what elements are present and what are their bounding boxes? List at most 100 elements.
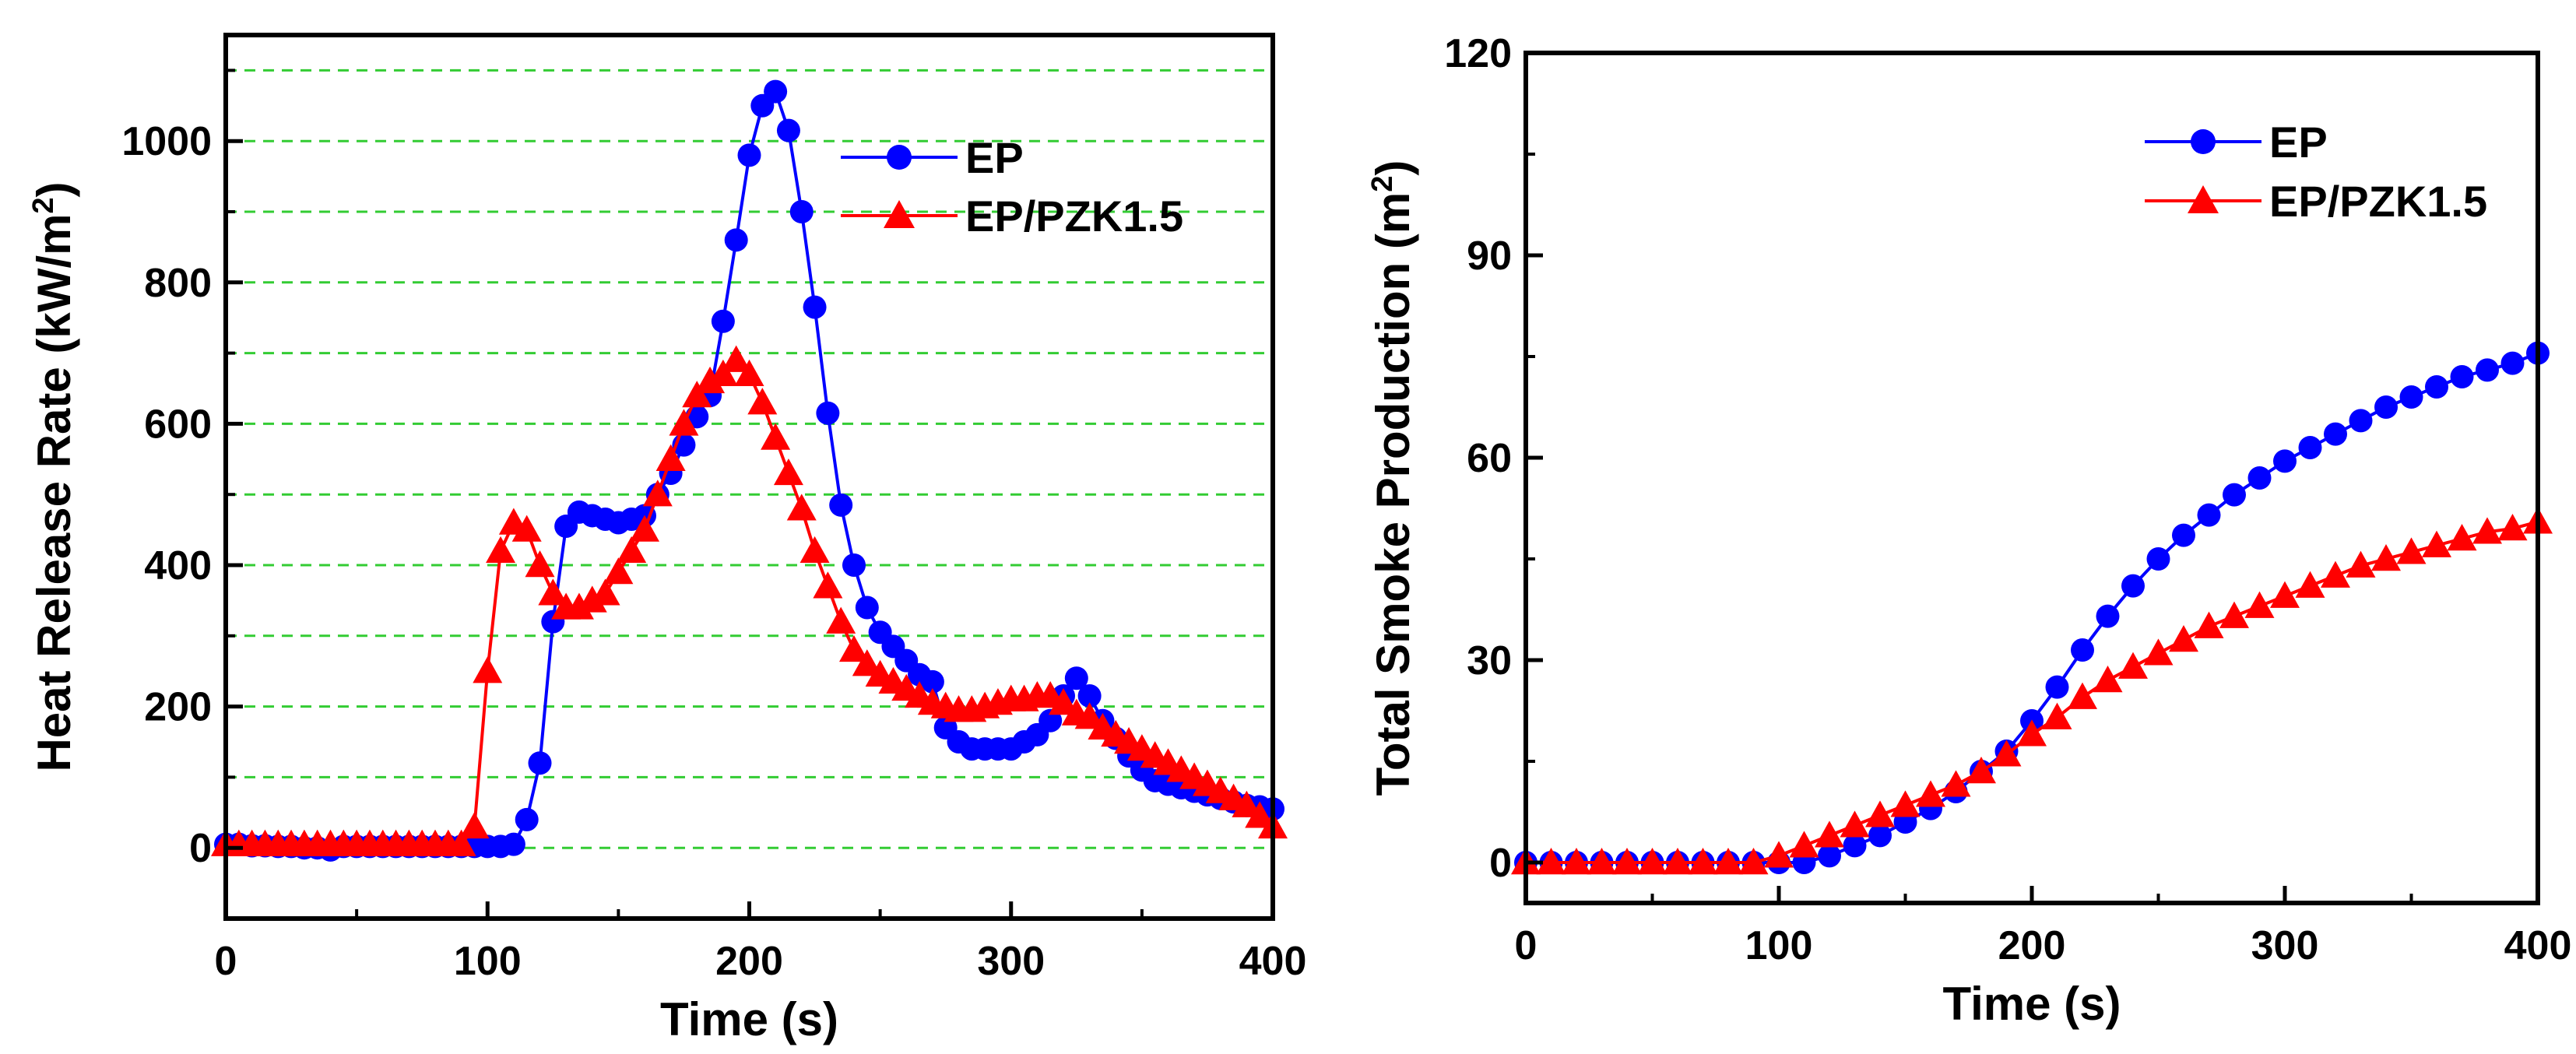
data-point bbox=[803, 295, 827, 319]
y-tick-label: 0 bbox=[189, 826, 212, 871]
y-tick-label: 30 bbox=[1467, 638, 1512, 683]
data-point bbox=[708, 359, 738, 387]
data-point bbox=[446, 829, 476, 856]
data-point bbox=[2096, 604, 2120, 628]
data-point bbox=[2223, 483, 2246, 507]
data-point bbox=[842, 553, 866, 577]
data-point bbox=[1536, 848, 1566, 875]
y-tick-label: 800 bbox=[144, 261, 212, 306]
y-tick-label: 200 bbox=[144, 685, 212, 730]
series-line bbox=[1526, 351, 2539, 864]
series-1 bbox=[1514, 341, 2550, 874]
data-point bbox=[747, 388, 778, 415]
data-point bbox=[2194, 611, 2224, 638]
data-point bbox=[2197, 503, 2221, 527]
data-point bbox=[1688, 848, 1718, 875]
data-point bbox=[2500, 351, 2525, 375]
legend-marker bbox=[2191, 129, 2216, 154]
data-point bbox=[816, 401, 840, 425]
data-point bbox=[655, 444, 686, 471]
data-point bbox=[839, 634, 869, 662]
data-point bbox=[2497, 514, 2528, 541]
data-point bbox=[920, 669, 944, 694]
data-point bbox=[2298, 436, 2322, 459]
chart-panel-1: 0 100 200 300 400 0 200 400 600 800 1000 Time (s) He… bbox=[27, 33, 1307, 1045]
data-point bbox=[1916, 780, 1945, 807]
data-point bbox=[773, 458, 803, 486]
data-point bbox=[2476, 358, 2499, 382]
data-point bbox=[2169, 625, 2198, 652]
data-point bbox=[2068, 682, 2097, 709]
data-point bbox=[2447, 524, 2477, 551]
x-tick-label: 100 bbox=[1745, 923, 1813, 968]
data-point bbox=[1815, 820, 1844, 848]
legend-label: EP/PZK1.5 bbox=[965, 191, 1183, 241]
data-point bbox=[2121, 574, 2145, 598]
data-point bbox=[2321, 560, 2350, 588]
data-point bbox=[2270, 581, 2300, 608]
data-point bbox=[2324, 422, 2347, 446]
data-point bbox=[1843, 834, 1867, 858]
legend: EP EP/PZK1.5 bbox=[841, 133, 1183, 241]
data-point bbox=[711, 309, 735, 333]
data-point bbox=[1818, 844, 1841, 868]
legend-label: EP bbox=[2269, 118, 2328, 167]
x-tick-label: 300 bbox=[977, 939, 1045, 984]
legend-marker bbox=[887, 145, 912, 170]
series-line bbox=[1526, 520, 2539, 864]
y-axis-title: Heat Release Rate (kW/m2) bbox=[27, 181, 80, 771]
data-point bbox=[525, 550, 555, 578]
data-point bbox=[786, 494, 817, 521]
data-point bbox=[2399, 385, 2423, 409]
data-point bbox=[2093, 666, 2123, 693]
data-point bbox=[2146, 547, 2170, 571]
data-point bbox=[852, 649, 882, 676]
y-tick-label: 120 bbox=[1444, 31, 1512, 76]
legend-label: EP/PZK1.5 bbox=[2269, 177, 2487, 226]
data-point bbox=[1840, 810, 1870, 838]
data-point bbox=[2346, 550, 2376, 578]
data-point bbox=[2295, 571, 2325, 598]
data-point bbox=[2450, 365, 2474, 388]
data-point bbox=[1077, 683, 1102, 708]
y-tick-label: 1000 bbox=[121, 119, 212, 164]
y-axis-title: Total Smoke Production (m2) bbox=[1366, 160, 1419, 796]
data-point bbox=[515, 807, 539, 831]
legend-marker bbox=[2188, 185, 2219, 213]
x-tick-label: 200 bbox=[1998, 923, 2066, 968]
data-point bbox=[528, 751, 552, 775]
x-tick-label: 300 bbox=[2251, 923, 2319, 968]
y-tick-label: 90 bbox=[1467, 234, 1512, 279]
data-point bbox=[630, 515, 659, 542]
data-point bbox=[1865, 800, 1895, 827]
x-tick-label: 0 bbox=[1515, 923, 1538, 968]
x-tick-label: 400 bbox=[1239, 939, 1307, 984]
data-point bbox=[789, 200, 814, 223]
data-point bbox=[1713, 848, 1743, 875]
data-point bbox=[829, 493, 853, 517]
data-point bbox=[1049, 688, 1078, 715]
data-point bbox=[1612, 848, 1642, 875]
x-axis-title: Time (s) bbox=[660, 993, 838, 1045]
data-point bbox=[2396, 537, 2427, 564]
data-point bbox=[2118, 652, 2148, 679]
series-2 bbox=[1511, 507, 2553, 875]
data-point bbox=[2017, 719, 2047, 747]
data-point bbox=[855, 596, 879, 620]
data-point bbox=[669, 409, 699, 436]
data-point bbox=[826, 606, 856, 634]
x-tick-label: 200 bbox=[715, 939, 783, 984]
data-point bbox=[577, 585, 607, 613]
series-line bbox=[226, 357, 1274, 846]
data-point bbox=[1890, 790, 1921, 817]
data-point bbox=[724, 228, 748, 252]
legend-marker bbox=[884, 200, 915, 228]
data-point bbox=[737, 143, 761, 167]
data-point bbox=[2042, 702, 2072, 729]
data-point bbox=[2172, 523, 2195, 547]
data-point bbox=[734, 359, 764, 387]
data-point bbox=[1738, 848, 1769, 875]
x-axis-title: Time (s) bbox=[1943, 978, 2121, 1030]
